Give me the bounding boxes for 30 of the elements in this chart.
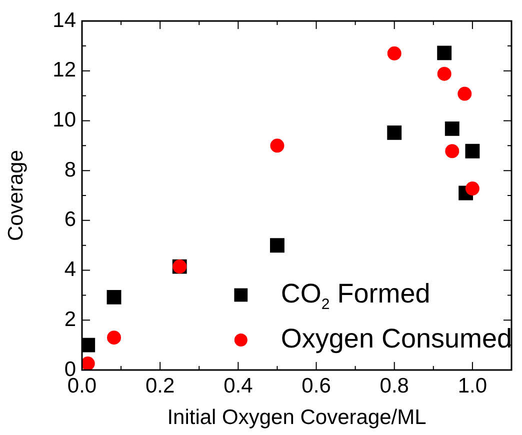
- x-tick-label: 0.6: [302, 374, 331, 398]
- y-tick-label: 2: [64, 308, 76, 331]
- legend-label: Oxygen Consumed: [280, 323, 512, 354]
- point: [82, 356, 95, 370]
- point: [444, 121, 460, 136]
- point: [82, 338, 96, 352]
- y-tick-label: 10: [52, 108, 76, 132]
- point: [106, 290, 122, 304]
- point: [437, 66, 452, 81]
- point: [437, 46, 452, 60]
- point: [445, 144, 460, 158]
- y-tick-label: 14: [52, 8, 76, 32]
- y-tick-label: 8: [64, 158, 76, 182]
- point: [270, 138, 284, 153]
- y-tick-label: 6: [64, 208, 76, 232]
- point: [465, 144, 480, 158]
- x-tick-label: 0.4: [224, 374, 254, 398]
- point: [458, 86, 472, 101]
- point: [107, 330, 122, 345]
- point: [465, 182, 480, 196]
- x-tick-label: 0.2: [145, 374, 175, 398]
- x-axis-title: Initial Oxygen Coverage/ML: [167, 406, 426, 430]
- point: [270, 238, 284, 253]
- point: [387, 46, 402, 60]
- x-tick-label: 0.8: [380, 374, 409, 398]
- y-tick-label: 4: [64, 258, 76, 282]
- y-tick-label: 12: [52, 58, 76, 82]
- y-axis-title: Coverage: [4, 150, 28, 242]
- x-tick-label: 1.0: [458, 374, 488, 398]
- point: [387, 125, 402, 140]
